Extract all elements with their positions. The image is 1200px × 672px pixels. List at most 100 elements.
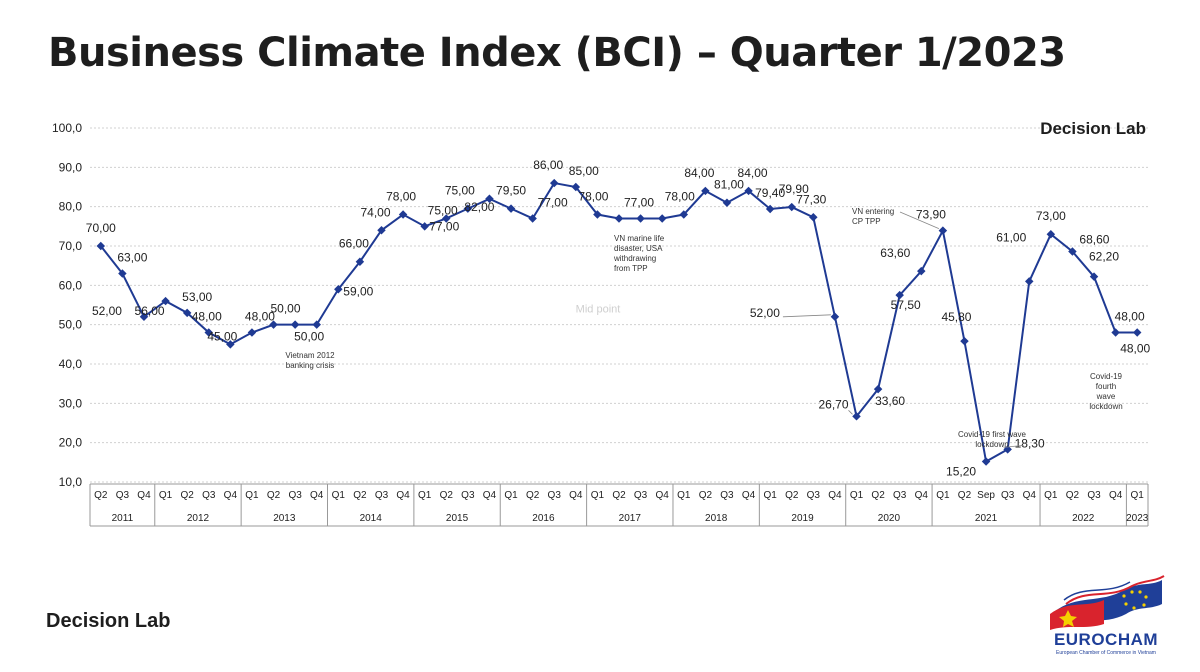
data-label: 74,00 bbox=[360, 205, 390, 219]
x-tick-label: Q3 bbox=[634, 490, 648, 501]
data-label: 33,60 bbox=[875, 394, 905, 408]
x-tick-label: Q1 bbox=[850, 490, 864, 501]
data-point-marker bbox=[96, 241, 106, 251]
year-label: 2018 bbox=[705, 513, 728, 524]
x-tick-label: Sep bbox=[977, 490, 995, 501]
data-point-marker bbox=[463, 204, 473, 213]
data-label: 26,70 bbox=[818, 397, 848, 411]
data-label: 78,00 bbox=[578, 190, 608, 204]
data-label: 18,30 bbox=[1015, 436, 1045, 450]
data-point-marker bbox=[787, 202, 796, 212]
data-point-marker bbox=[722, 198, 732, 207]
flag-logo-icon bbox=[1050, 575, 1165, 630]
data-label: 84,00 bbox=[738, 166, 768, 180]
label-leader-line bbox=[782, 314, 831, 318]
data-label: 48,00 bbox=[1120, 342, 1150, 356]
year-label: 2012 bbox=[187, 513, 210, 524]
year-label: 2020 bbox=[878, 513, 901, 524]
data-point-marker bbox=[506, 204, 516, 213]
annotation-line: wave bbox=[1096, 392, 1116, 401]
data-point-marker bbox=[226, 340, 235, 349]
data-label: 85,00 bbox=[569, 164, 599, 178]
data-point-marker bbox=[917, 266, 926, 276]
x-tick-label: Q3 bbox=[720, 490, 734, 501]
annotation-line: lockdown bbox=[1089, 402, 1122, 411]
x-tick-label: Q4 bbox=[828, 490, 842, 501]
annotation-text: Covid-19 fourth wave lockdown bbox=[1089, 372, 1122, 411]
data-point-marker bbox=[485, 194, 494, 204]
data-point-marker bbox=[355, 257, 365, 266]
data-label: 63,60 bbox=[880, 246, 910, 260]
x-tick-label: Q3 bbox=[893, 490, 907, 501]
x-tick-label: Q4 bbox=[137, 490, 151, 501]
data-label: 75,00 bbox=[445, 184, 475, 198]
data-label: 48,00 bbox=[192, 310, 222, 324]
y-tick-label: 80,0 bbox=[59, 200, 83, 214]
data-label: 86,00 bbox=[533, 158, 563, 172]
data-label: 48,00 bbox=[245, 310, 275, 324]
data-label: 77,30 bbox=[796, 192, 826, 206]
eurocham-logo: EUROCHAM European Chamber of Commerce in… bbox=[1046, 574, 1166, 666]
annotation-line: withdrawing bbox=[613, 254, 656, 263]
annotation-line: Vietnam 2012 bbox=[285, 351, 335, 360]
x-tick-label: Q3 bbox=[548, 490, 562, 501]
data-point-marker bbox=[960, 336, 969, 346]
data-point-marker bbox=[657, 214, 667, 223]
annotation-line: VN marine life bbox=[614, 234, 665, 243]
data-label: 52,00 bbox=[92, 304, 122, 318]
x-tick-label: Q4 bbox=[310, 490, 324, 501]
x-tick-label: Q2 bbox=[180, 490, 194, 501]
x-tick-label: Q3 bbox=[1001, 490, 1015, 501]
x-tick-label: Q3 bbox=[1087, 490, 1101, 501]
data-label: 82,00 bbox=[464, 200, 494, 214]
x-tick-label: Q1 bbox=[245, 490, 259, 501]
year-label: 2013 bbox=[273, 513, 296, 524]
y-tick-label: 90,0 bbox=[59, 160, 83, 174]
annotation-layer: Vietnam 2012 banking crisis VN marine life… bbox=[285, 207, 1122, 449]
data-label: 53,00 bbox=[182, 290, 212, 304]
x-tick-label: Q1 bbox=[504, 490, 518, 501]
data-point-marker bbox=[290, 320, 300, 329]
data-label: 79,40 bbox=[755, 186, 785, 200]
data-label: 77,00 bbox=[429, 219, 459, 233]
annotation-line: Covid-19 first wave bbox=[958, 430, 1027, 439]
y-tick-label: 60,0 bbox=[59, 278, 83, 292]
data-label: 68,60 bbox=[1079, 233, 1109, 247]
x-tick-label: Q1 bbox=[936, 490, 950, 501]
year-label: 2011 bbox=[112, 513, 134, 524]
x-tick-label: Q4 bbox=[569, 490, 583, 501]
data-point-marker bbox=[420, 222, 429, 231]
data-label: 45,80 bbox=[941, 310, 971, 324]
x-tick-label: Q1 bbox=[159, 490, 173, 501]
data-label: 78,00 bbox=[665, 190, 695, 204]
data-point-marker bbox=[1089, 272, 1099, 281]
annotation-text: Vietnam 2012 banking crisis bbox=[285, 351, 335, 370]
data-point-marker bbox=[809, 213, 818, 222]
x-tick-label: Q2 bbox=[612, 490, 626, 501]
x-tick-label: Q2 bbox=[353, 490, 367, 501]
data-label: 73,90 bbox=[916, 208, 946, 222]
data-point-marker bbox=[873, 384, 883, 394]
data-label-layer: 70,00 63,00 52,00 56,00 53,00 48,00 45,00 48,00… bbox=[86, 158, 1151, 478]
data-point-marker bbox=[1025, 277, 1034, 286]
data-label: 62,20 bbox=[1089, 250, 1119, 264]
x-tick-label: Q2 bbox=[958, 490, 972, 501]
data-point-marker bbox=[312, 320, 321, 329]
y-tick-label: 100,0 bbox=[52, 121, 82, 135]
data-label: 61,00 bbox=[996, 230, 1026, 244]
label-leader-line bbox=[1003, 444, 1024, 448]
data-point-marker bbox=[830, 312, 840, 322]
axis-layer: 100,0 90,0 80,0 70,0 60,0 50,0 40,0 30,0 20,0 10,… bbox=[52, 119, 1149, 527]
x-tick-label: Q2 bbox=[440, 490, 454, 501]
x-tick-label: Q1 bbox=[591, 490, 605, 501]
x-tick-label: Q2 bbox=[94, 490, 108, 501]
x-tick-label: Q4 bbox=[224, 490, 238, 501]
data-label: 63,00 bbox=[117, 251, 147, 265]
data-label: 50,00 bbox=[271, 302, 301, 316]
x-tick-label: Q1 bbox=[763, 490, 777, 501]
data-label: 73,00 bbox=[1036, 209, 1066, 223]
data-label: 75,00 bbox=[428, 203, 458, 217]
y-tick-label: 70,0 bbox=[59, 239, 83, 253]
data-label: 56,00 bbox=[135, 304, 165, 318]
